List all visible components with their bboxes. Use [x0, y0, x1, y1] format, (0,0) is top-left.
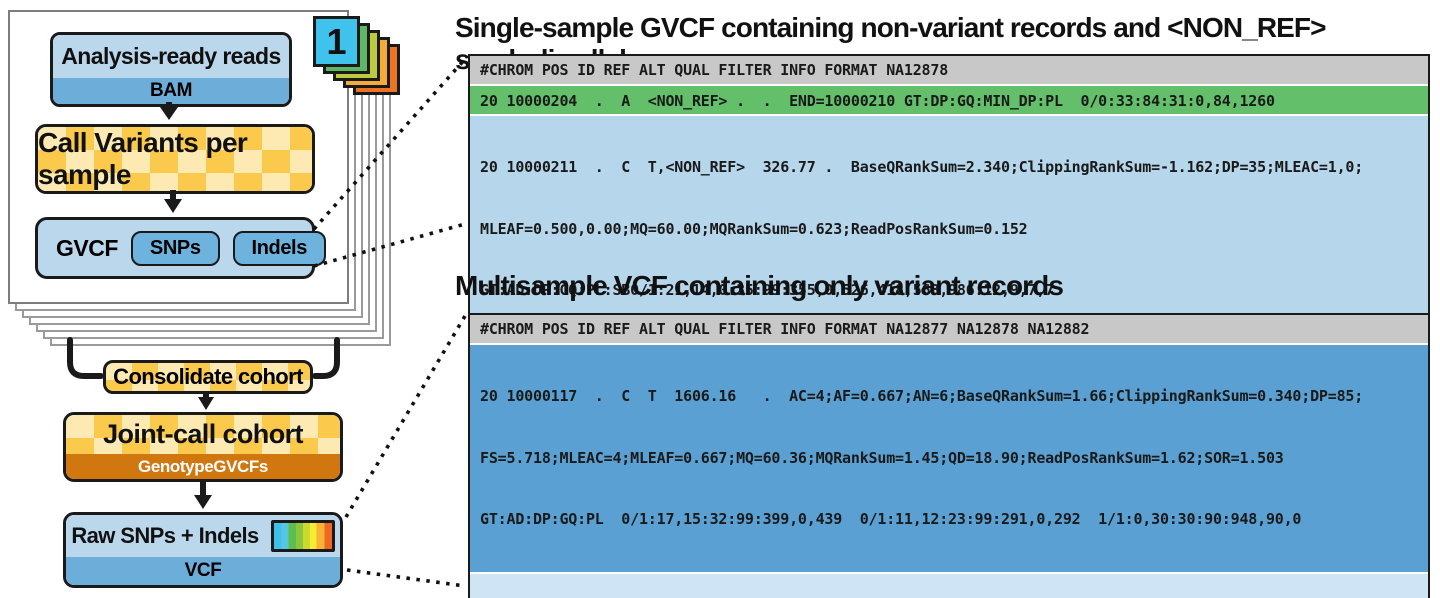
multisample-rainbow-icon	[270, 520, 335, 552]
arrowhead-icon	[198, 397, 214, 410]
call-variants-label: Call Variants per sample	[38, 127, 312, 191]
raw-variants-node: Raw SNPs + Indels VCF	[63, 512, 343, 588]
analysis-ready-reads-label: Analysis-ready reads	[53, 35, 289, 78]
vcf-record-table: #CHROM POS ID REF ALT QUAL FILTER INFO F…	[468, 313, 1430, 598]
indels-pill: Indels	[232, 230, 326, 266]
vcf-header-row: #CHROM POS ID REF ALT QUAL FILTER INFO F…	[470, 315, 1428, 343]
variant-record-row: 20 10000211 . C T,<NON_REF> 326.77 . Bas…	[470, 114, 1428, 343]
snps-pill: SNPs	[130, 230, 220, 266]
sample-card: Analysis-ready reads BAM Call Variants p…	[8, 10, 349, 304]
joint-call-label: Joint-call cohort	[66, 415, 340, 454]
genotypegvcfs-tool-label: GenotypeGVCFs	[66, 454, 340, 479]
callout-vcf-to-table-bottom	[346, 568, 466, 588]
arrowhead-icon	[194, 495, 212, 509]
vcf-format-label: VCF	[66, 557, 340, 585]
sample-number-badge: 1	[313, 16, 360, 67]
variant-record-row: 20 10000117 . C T 1606.16 . AC=4;AF=0.66…	[470, 343, 1428, 572]
gvcf-output-node: GVCF SNPs Indels	[35, 217, 326, 279]
bam-format-label: BAM	[53, 78, 289, 104]
raw-variants-label: Raw SNPs + Indels	[71, 523, 259, 548]
call-variants-node: Call Variants per sample HaplotypeCaller…	[35, 124, 315, 194]
variant-record-row: 20 10000211 . C T 1765.16 . AC=4;AF=0.66…	[470, 571, 1428, 598]
consolidate-cohort-node: Consolidate cohort	[103, 360, 313, 394]
gvcf-label: GVCF	[56, 234, 118, 261]
callout-vcf-to-table-top	[344, 315, 467, 518]
vcf-header-row: #CHROM POS ID REF ALT QUAL FILTER INFO F…	[470, 56, 1428, 84]
haplotypecaller-tool-label: HaplotypeCaller in GVCF mode	[38, 191, 312, 194]
non-variant-record-row: 20 10000204 . A <NON_REF> . . END=100002…	[470, 84, 1428, 114]
joint-call-node: Joint-call cohort GenotypeGVCFs	[63, 412, 343, 482]
vcf-panel-title: Multisample VCF containing only variant …	[455, 270, 1064, 301]
analysis-ready-reads-node: Analysis-ready reads BAM	[50, 32, 292, 107]
sample-number: 1	[326, 20, 347, 62]
